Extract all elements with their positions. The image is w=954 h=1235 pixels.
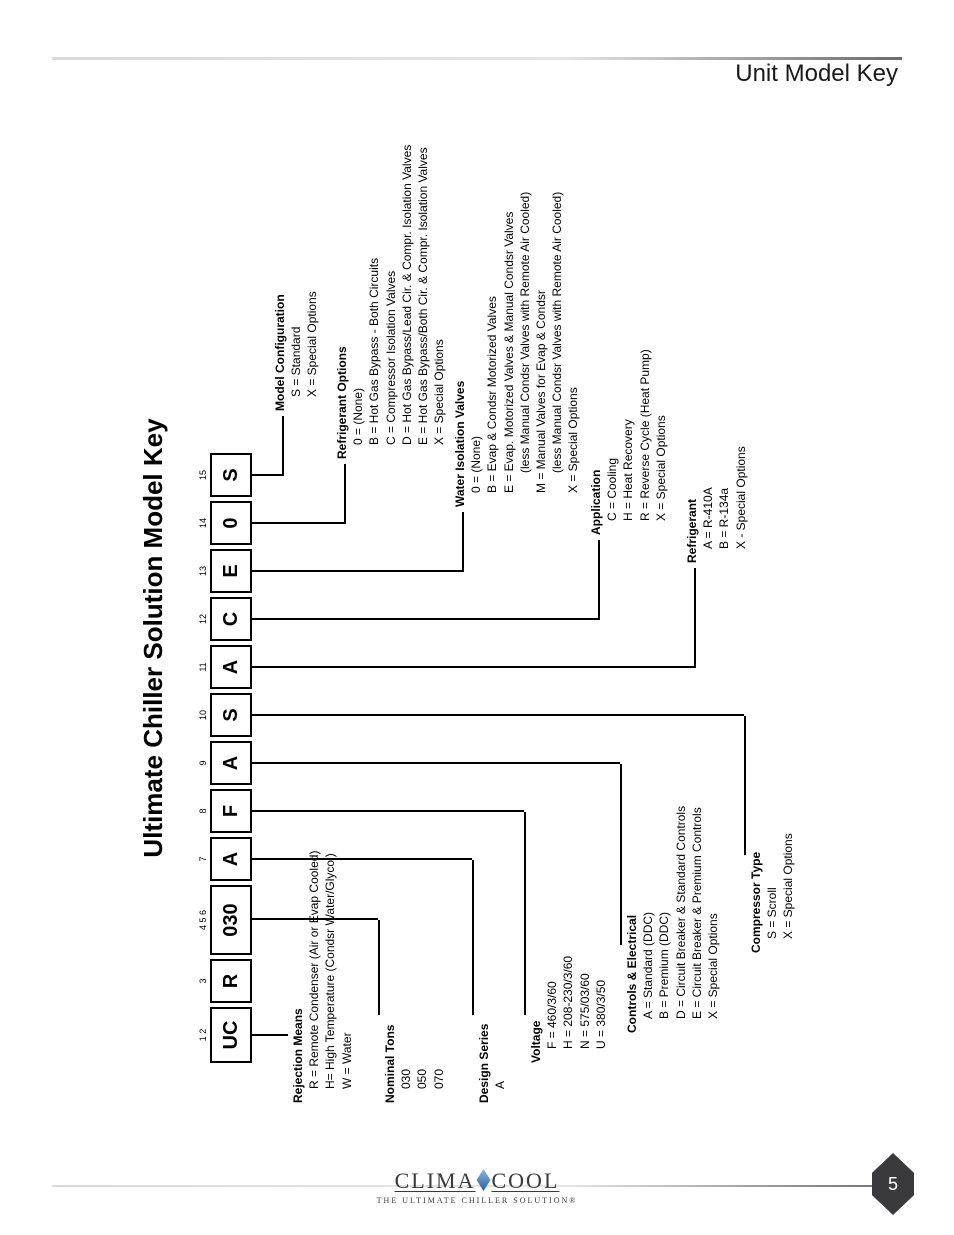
page-number-badge: 5 xyxy=(872,1153,914,1215)
cell-c: C xyxy=(210,597,252,641)
label-application: Application C = Cooling H = Heat Recover… xyxy=(588,255,669,535)
page-number: 5 xyxy=(888,1174,898,1195)
pos-8: 8 xyxy=(198,789,208,833)
pos-14: 14 xyxy=(198,501,208,545)
pos-10: 10 xyxy=(198,693,208,737)
model-key-diagram: Ultimate Chiller Solution Model Key 1 2 … xyxy=(138,113,838,1163)
diagram-title: Ultimate Chiller Solution Model Key xyxy=(138,113,169,1163)
cell-a1: A xyxy=(210,837,252,881)
pos-3: 3 xyxy=(198,959,208,1003)
diamond-icon xyxy=(477,1169,491,1191)
label-controls-electrical: Controls & Electrical A = Standard (DDC)… xyxy=(624,703,721,1033)
page-title: Unit Model Key xyxy=(735,60,898,88)
pos-15: 15 xyxy=(198,453,208,497)
label-design-series: Design Series A xyxy=(476,903,508,1103)
cell-030: 030 xyxy=(210,885,252,955)
label-compressor-type: Compressor Type S = Scroll X = Special O… xyxy=(748,713,797,953)
pos-1-2: 1 2 xyxy=(198,1007,208,1063)
label-voltage: Voltage F = 460/3/60 H = 208-230/3/60 N … xyxy=(528,823,609,1063)
cell-uc: UC xyxy=(210,1007,252,1063)
pos-12: 12 xyxy=(198,597,208,641)
brand-tagline: THE ULTIMATE CHILLER SOLUTION® xyxy=(377,1196,578,1205)
cell-e: E xyxy=(210,549,252,593)
label-refrigerant: Refrigerant A = R-410A B = R-134a X - Sp… xyxy=(684,323,749,563)
label-refrigerant-options: Refrigerant Options 0 = (None) B = Hot G… xyxy=(334,119,447,459)
footer-logo: CLIMA COOL THE ULTIMATE CHILLER SOLUTION® xyxy=(377,1166,578,1205)
cell-a3: A xyxy=(210,645,252,689)
cell-r: R xyxy=(210,959,252,1003)
pos-11: 11 xyxy=(198,645,208,689)
pos-7: 7 xyxy=(198,837,208,881)
cell-s2: S xyxy=(210,453,252,497)
cell-0: 0 xyxy=(210,501,252,545)
brand-right: COOL xyxy=(492,1168,560,1193)
brand-left: CLIMA xyxy=(395,1168,476,1193)
cell-s1: S xyxy=(210,693,252,737)
label-nominal-tons: Nominal Tons 030 050 070 xyxy=(382,903,447,1103)
pos-4-6: 4 5 6 xyxy=(198,885,208,955)
cell-f: F xyxy=(210,789,252,833)
label-water-isolation: Water Isolation Valves 0 = (None) B = Ev… xyxy=(452,117,582,507)
cell-a2: A xyxy=(210,741,252,785)
pos-9: 9 xyxy=(198,741,208,785)
label-rejection-means: Rejection Means R = Remote Condenser (Ai… xyxy=(290,783,355,1103)
label-model-configuration: Model Configuration S = Standard X = Spe… xyxy=(272,151,321,411)
pos-13: 13 xyxy=(198,549,208,593)
